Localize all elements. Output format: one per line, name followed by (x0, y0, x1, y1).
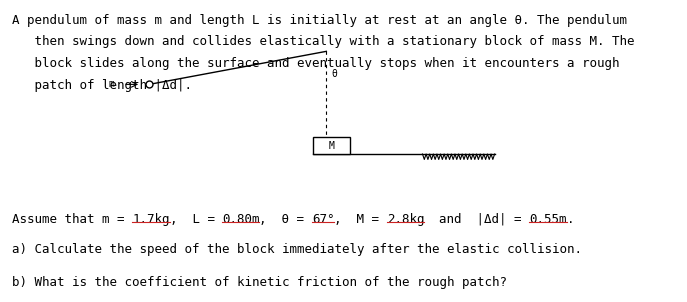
Text: block slides along the surface and eventually stops when it encounters a rough: block slides along the surface and event… (12, 57, 620, 70)
Text: A pendulum of mass m and length L is initially at rest at an angle θ. The pendul: A pendulum of mass m and length L is ini… (12, 14, 627, 27)
Text: 2.8kg: 2.8kg (387, 213, 425, 226)
Text: ,  L =: , L = (170, 213, 222, 226)
Text: .: . (567, 213, 574, 226)
Text: a) Calculate the speed of the block immediately after the elastic collision.: a) Calculate the speed of the block imme… (12, 243, 583, 256)
Text: b) What is the coefficient of kinetic friction of the rough patch?: b) What is the coefficient of kinetic fr… (12, 276, 508, 289)
Text: 1.7kg: 1.7kg (132, 213, 170, 226)
Text: and  |Δd| =: and |Δd| = (424, 213, 529, 226)
Text: ,  M =: , M = (335, 213, 387, 226)
Text: Assume that m =: Assume that m = (12, 213, 133, 226)
Text: m: m (108, 79, 114, 89)
Text: patch of length |Δd|.: patch of length |Δd|. (12, 79, 192, 92)
Text: then swings down and collides elastically with a stationary block of mass M. The: then swings down and collides elasticall… (12, 35, 635, 48)
Text: 67°: 67° (312, 213, 335, 226)
Text: 0.80m: 0.80m (222, 213, 260, 226)
Bar (313, 137, 350, 154)
Text: M: M (328, 141, 335, 151)
Text: θ: θ (332, 69, 338, 79)
Text: 0.55m: 0.55m (529, 213, 567, 226)
Text: ,  θ =: , θ = (260, 213, 312, 226)
